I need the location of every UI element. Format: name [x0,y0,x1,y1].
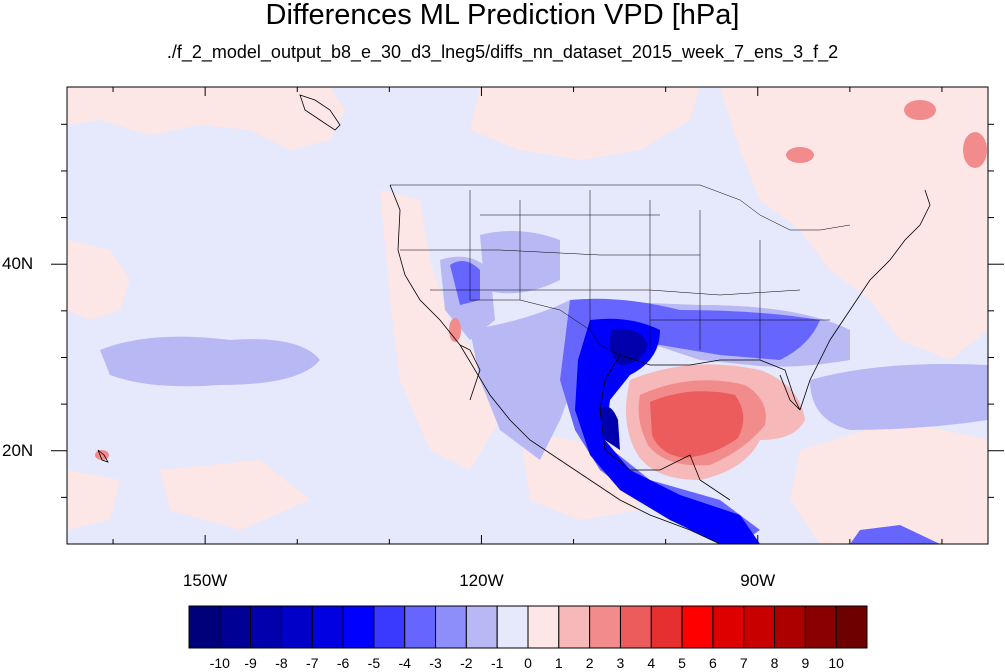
colorbar-swatch [280,605,313,649]
map-panel [51,86,1004,545]
colorbar-label: 5 [678,655,686,671]
colorbar-label: 7 [739,655,748,671]
colorbar [188,605,868,649]
colorbar-swatch [774,605,806,649]
colorbar-label: 8 [770,655,779,671]
colorbar-label: -9 [244,655,257,671]
colorbar-swatch [743,605,776,649]
colorbar-label: -1 [490,655,504,671]
x-tick-label: 120W [459,571,504,590]
contour-field [67,87,988,544]
colorbar-label: -8 [275,655,288,671]
colorbar-swatch [342,605,375,649]
colorbar-swatch [527,605,560,649]
colorbar-swatch [311,605,344,649]
y-tick-label: 40N [2,254,34,274]
negative-anomaly-core [600,329,648,450]
y-tick-label: 20N [2,440,34,460]
axis-ticks [51,87,1004,544]
colorbar-label: -4 [398,655,411,671]
colorbar-swatch [496,605,529,649]
colorbar-swatch [589,605,621,649]
colorbar-label: 10 [828,655,844,671]
political-borders [390,184,851,360]
colorbar-label: 9 [801,655,810,671]
colorbar-swatch [188,605,221,649]
colorbar-label: 4 [647,655,656,671]
colorbar-swatch [404,605,437,649]
colorbar-swatch [219,605,252,649]
colorbar-swatch [712,605,745,649]
colorbar-swatch [250,605,282,649]
colorbar-swatch [681,605,714,649]
colorbar-label: -10 [209,655,230,671]
colorbar-swatch [804,605,837,649]
colorbar-swatch [435,605,467,649]
colorbar-swatch [373,605,406,649]
colorbar-label: -6 [336,655,350,671]
colorbar-label: -5 [367,655,381,671]
map-frame [66,86,989,545]
figure-title: Differences ML Prediction VPD [hPa] [265,0,740,31]
colorbar-label: 3 [616,655,625,671]
positive-anomaly-spots [95,100,987,460]
colorbar-label: 2 [585,655,594,671]
gulf-positive-anomaly [626,364,805,480]
colorbar-label: -2 [460,655,473,671]
coastlines [97,94,931,544]
colorbar-swatch [835,605,868,649]
colorbar-swatch [465,605,498,649]
colorbar-label: -7 [306,655,319,671]
colorbar-swatch [558,605,591,649]
colorbar-label: 0 [524,655,532,671]
figure-subtitle: ./f_2_model_output_b8_e_30_d3_lneg5/diff… [166,42,839,62]
colorbar-label: 1 [554,655,563,671]
x-tick-label: 150W [182,571,228,590]
colorbar-swatch [650,605,683,649]
colorbar-label: 6 [709,655,717,671]
colorbar-swatch [619,605,652,649]
negative-anomaly-strong [575,318,760,544]
x-tick-label: 90W [740,571,776,590]
colorbar-label: -3 [429,655,442,671]
